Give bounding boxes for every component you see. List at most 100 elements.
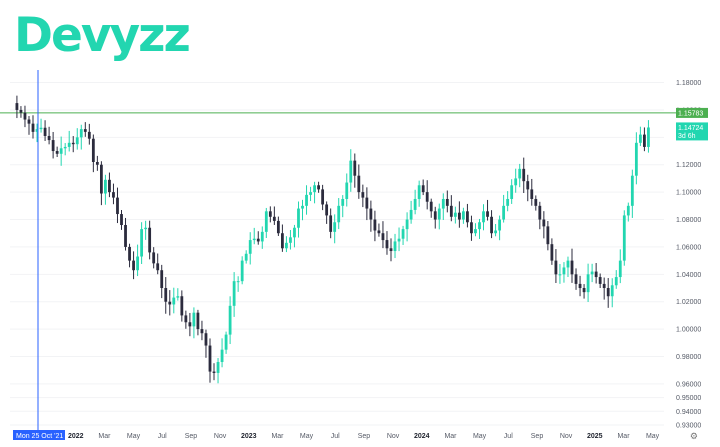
y-tick-label: 1.02000 [676,299,701,306]
candle-body [47,135,51,141]
y-tick-label: 1.08000 [676,217,701,224]
x-tick-label: Mar [271,433,284,440]
candle-body [208,345,212,372]
candle-body [546,226,550,245]
candle-body [83,129,87,132]
candle-body [614,277,618,286]
candle-body [647,127,650,147]
candle-body [502,205,506,220]
candle-body [19,109,23,113]
candle-body [490,216,493,234]
candle-body [474,229,477,234]
candle-body [626,205,630,216]
candle-body [252,238,256,241]
candle-body [437,208,441,220]
candle-body [630,175,634,206]
x-tick-label: Nov [387,433,400,440]
candle-body [321,189,325,205]
candle-body [148,227,152,253]
candle-body [522,168,526,182]
candle-body [417,185,421,199]
level-price-label: 1.15783 [678,110,703,117]
candle-body [413,198,417,210]
candle-body [116,197,119,215]
candle-body [425,192,429,202]
candle-body [15,103,19,110]
y-tick-label: 1.04000 [676,272,701,279]
x-tick-label: Mar [444,433,457,440]
candle-body [558,274,562,276]
candle-body [622,215,626,261]
candle-body [228,305,232,335]
candle-body [634,142,638,176]
settings-icon[interactable]: ⚙ [689,431,698,441]
x-tick-label: Jul [158,433,167,440]
candle-body [204,333,208,346]
candle-body [478,222,481,230]
x-tick-label: Mar [98,433,111,440]
x-tick-label: Mar [617,433,630,440]
candle-body [297,208,300,228]
candle-body [128,246,131,261]
candle-body [256,238,260,242]
candle-body [566,260,570,268]
devyzz-logo: Devyzz [14,8,191,63]
y-tick-label: 1.12000 [676,162,701,169]
time-axis[interactable]: 2022 Mar May Jul Sep Nov 2023 Mar May Jul Sep Nov 20… [68,433,660,440]
candle-body [449,205,453,217]
candle-body [63,146,67,149]
candle-body [486,211,489,217]
x-tick-label: May [127,433,141,440]
candle-body [184,315,188,323]
candle-body [276,220,280,234]
candle-body [140,229,144,257]
candle-body [55,151,59,154]
candle-body [385,240,389,249]
candle-body [337,205,341,223]
candle-body [168,301,172,305]
candle-body [510,185,514,199]
candle-body [272,216,276,221]
candle-body [232,281,236,306]
candle-body [144,227,148,230]
candle-body [506,198,510,206]
candle-body [176,296,180,298]
candle-body [594,271,598,278]
candle-body [433,211,437,220]
y-tick-label: 1.06000 [676,244,701,251]
candle-body [518,168,522,179]
candle-body [152,252,156,264]
candle-body [393,241,397,252]
y-tick-label: 0.98000 [676,354,701,361]
candle-body [75,137,79,145]
candle-body [309,192,312,195]
candle-body [120,214,123,226]
candle-body [35,129,39,132]
candle-body [67,142,71,147]
candle-body [341,198,345,206]
y-tick-label: 0.93000 [676,423,701,430]
candle-body [301,205,304,209]
candle-body [590,271,594,275]
last-price-label: 1.14724 [678,125,703,132]
candle-body [99,164,103,194]
candle-body [462,211,465,220]
candle-body [156,263,160,271]
candle-body [51,140,55,152]
candle-body [108,179,111,193]
x-tick-label: 2022 [68,433,84,440]
candle-body [574,274,578,284]
candle-body [405,219,409,230]
candle-body [534,198,538,206]
candle-body [188,322,192,327]
x-tick-label: Sep [531,433,544,440]
candle-body [224,334,228,350]
candle-body [377,230,381,234]
candle-body [429,201,433,212]
candle-body [87,131,91,139]
candle-body [31,123,35,132]
x-tick-label: Nov [560,433,573,440]
candle-body [494,230,497,234]
